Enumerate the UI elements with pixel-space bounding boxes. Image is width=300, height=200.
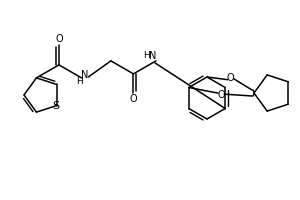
Text: H: H [144, 51, 150, 60]
Text: N: N [149, 51, 157, 61]
Text: O: O [227, 73, 234, 83]
Text: O: O [55, 34, 63, 44]
Text: O: O [130, 94, 137, 104]
Text: H: H [76, 77, 83, 86]
Text: S: S [52, 101, 59, 111]
Text: O: O [217, 90, 225, 100]
Text: N: N [81, 70, 88, 80]
